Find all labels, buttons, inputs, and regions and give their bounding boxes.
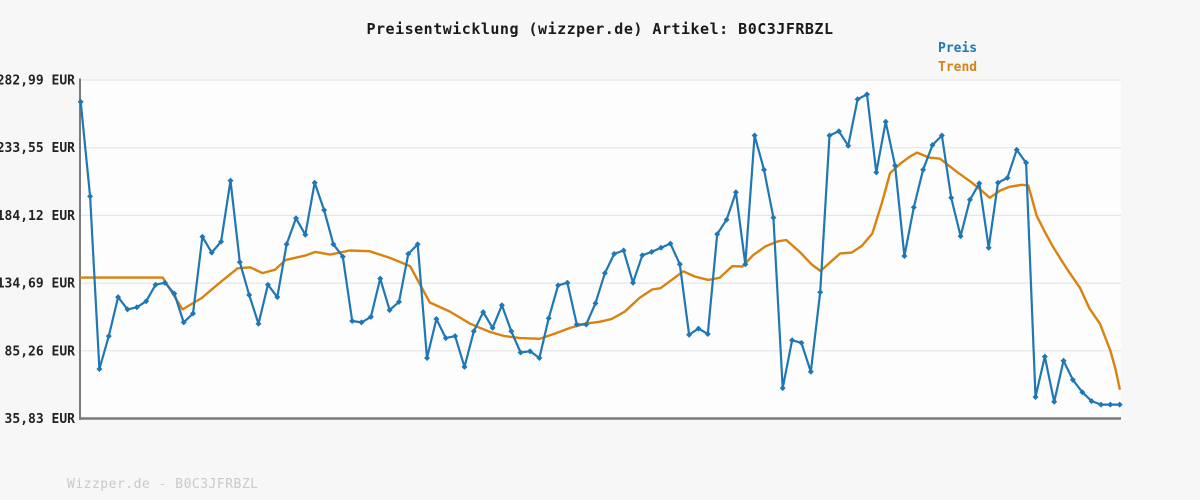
y-tick-label: 85,26 EUR bbox=[5, 344, 76, 359]
y-tick-label: 282,99 EUR bbox=[0, 74, 75, 89]
y-tick-label: 184,12 EUR bbox=[0, 209, 75, 224]
legend-item-preis: Preis bbox=[938, 41, 978, 56]
watermark: Wizzper.de - B0C3JFRBZL bbox=[67, 477, 259, 492]
plot-area bbox=[80, 79, 1121, 419]
y-tick-label: 134,69 EUR bbox=[0, 277, 75, 292]
legend-item-trend: Trend bbox=[938, 60, 978, 75]
chart-title: Preisentwicklung (wizzper.de) Artikel: B… bbox=[366, 20, 834, 38]
y-tick-label: 35,83 EUR bbox=[5, 412, 76, 427]
trend-line bbox=[79, 151, 1121, 390]
legend: Preis Trend bbox=[938, 39, 977, 77]
price-line bbox=[79, 93, 1121, 406]
y-tick-label: 233,55 EUR bbox=[0, 141, 75, 156]
